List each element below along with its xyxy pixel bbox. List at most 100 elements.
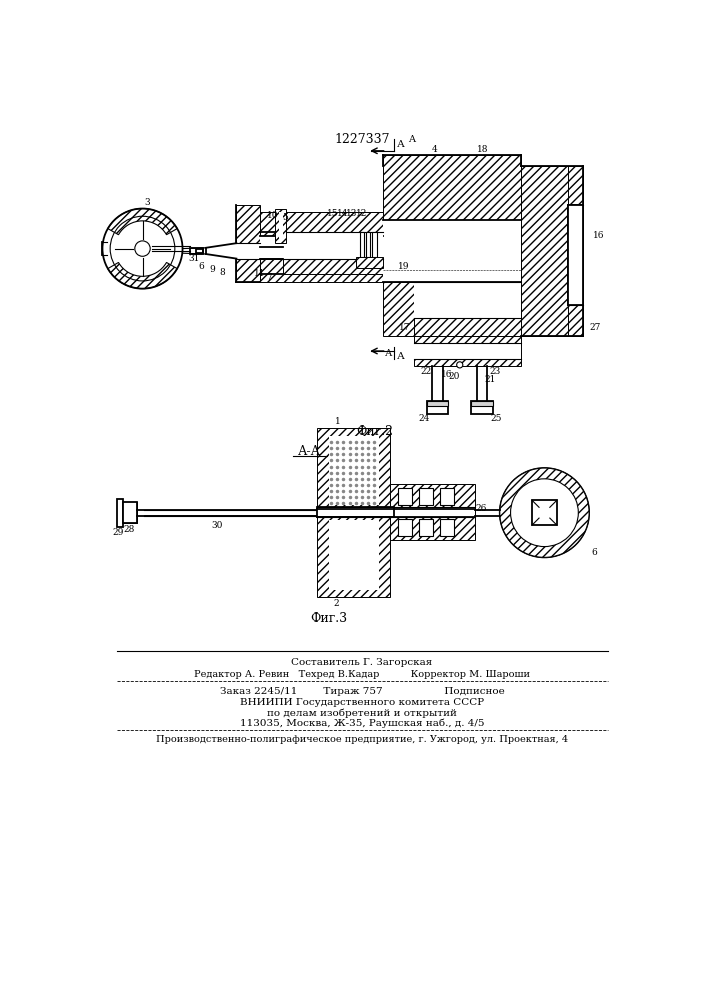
Text: 17: 17 <box>399 323 410 332</box>
Bar <box>117 499 123 527</box>
Bar <box>329 520 379 590</box>
Text: 3: 3 <box>144 198 150 207</box>
Bar <box>190 248 204 254</box>
Text: 13: 13 <box>346 209 358 218</box>
Bar <box>317 428 390 509</box>
Text: 22: 22 <box>420 367 431 376</box>
Circle shape <box>457 362 463 368</box>
Circle shape <box>135 241 150 256</box>
Bar <box>390 484 475 540</box>
Text: Редактор А. Ревин   Техред В.Кадар          Корректор М. Шароши: Редактор А. Ревин Техред В.Кадар Коррект… <box>194 670 530 679</box>
Text: 30: 30 <box>211 521 223 530</box>
Text: 28: 28 <box>124 525 135 534</box>
Text: 4: 4 <box>431 145 437 154</box>
Text: 2: 2 <box>334 599 339 608</box>
Bar <box>317 507 475 517</box>
Text: 23: 23 <box>489 367 501 376</box>
Bar <box>356 257 382 268</box>
Bar <box>414 282 521 336</box>
Text: Фиг.3: Фиг.3 <box>310 612 347 625</box>
Bar <box>440 519 454 536</box>
Text: по делам изобретений и открытий: по делам изобретений и открытий <box>267 708 457 718</box>
Text: 25: 25 <box>490 414 502 423</box>
Bar <box>440 488 454 505</box>
Bar <box>259 235 382 259</box>
Bar <box>472 401 493 406</box>
Bar <box>360 232 364 257</box>
Text: 24: 24 <box>419 414 430 423</box>
Bar <box>568 205 583 305</box>
Text: Составитель Г. Загорская: Составитель Г. Загорская <box>291 658 433 667</box>
Text: 1227337: 1227337 <box>334 133 390 146</box>
Bar <box>236 259 259 282</box>
Bar <box>414 343 521 359</box>
Bar <box>144 510 317 515</box>
Text: A: A <box>409 135 416 144</box>
Bar <box>283 212 382 232</box>
Text: 27: 27 <box>590 323 601 332</box>
Text: 8: 8 <box>220 268 226 277</box>
Text: А: А <box>397 352 405 361</box>
Wedge shape <box>108 209 177 235</box>
Text: 16: 16 <box>441 370 452 379</box>
Text: 15: 15 <box>327 209 339 218</box>
Text: 113035, Москва, Ж-35, Раушская наб., д. 4/5: 113035, Москва, Ж-35, Раушская наб., д. … <box>240 718 484 728</box>
Text: 14: 14 <box>337 209 349 218</box>
Bar <box>275 209 286 243</box>
Text: А: А <box>385 349 392 358</box>
Bar <box>317 507 395 517</box>
Bar <box>283 259 382 274</box>
Text: 11: 11 <box>254 269 265 278</box>
Text: 6: 6 <box>198 262 204 271</box>
Text: ВНИИПИ Государственного комитета СССР: ВНИИПИ Государственного комитета СССР <box>240 698 484 707</box>
Bar <box>426 401 448 406</box>
Bar <box>236 205 259 243</box>
Bar <box>419 488 433 505</box>
Text: 26: 26 <box>476 504 487 513</box>
Circle shape <box>500 468 589 557</box>
Text: 7: 7 <box>266 273 271 282</box>
Text: 21: 21 <box>485 375 496 384</box>
Bar <box>414 282 521 318</box>
Text: 9: 9 <box>209 265 215 274</box>
Bar <box>521 166 568 336</box>
Bar <box>259 212 382 235</box>
Bar <box>366 232 370 257</box>
Wedge shape <box>108 262 177 289</box>
Text: 1: 1 <box>335 417 341 426</box>
Bar <box>259 259 382 282</box>
Bar <box>372 232 377 257</box>
Bar <box>196 249 204 253</box>
Wedge shape <box>500 468 589 557</box>
Bar <box>472 401 493 414</box>
Bar <box>382 220 521 282</box>
Text: 19: 19 <box>398 262 409 271</box>
Bar <box>568 205 583 305</box>
Text: 18: 18 <box>477 145 489 154</box>
Bar <box>283 232 382 259</box>
Bar <box>568 205 583 305</box>
Text: 10: 10 <box>267 211 279 220</box>
Text: 6: 6 <box>592 548 597 557</box>
Text: 29: 29 <box>112 528 124 537</box>
Bar <box>398 488 412 505</box>
Text: 12: 12 <box>356 209 368 218</box>
Bar <box>329 436 379 505</box>
Bar <box>236 243 259 259</box>
Bar <box>123 502 137 523</box>
Bar <box>521 166 583 336</box>
Text: А: А <box>397 140 405 149</box>
Text: 5: 5 <box>282 213 288 222</box>
Bar <box>419 519 433 536</box>
Bar <box>144 510 317 515</box>
Text: 20: 20 <box>449 372 460 381</box>
Bar <box>382 155 521 220</box>
Text: Фиг.2: Фиг.2 <box>356 425 394 438</box>
Bar <box>382 282 521 336</box>
Text: А-А: А-А <box>298 445 321 458</box>
Bar <box>532 500 557 525</box>
Text: Заказ 2245/11        Тираж 757                   Подписное: Заказ 2245/11 Тираж 757 Подписное <box>220 687 504 696</box>
Bar <box>130 502 137 523</box>
Bar <box>279 212 283 239</box>
Bar <box>414 336 521 366</box>
